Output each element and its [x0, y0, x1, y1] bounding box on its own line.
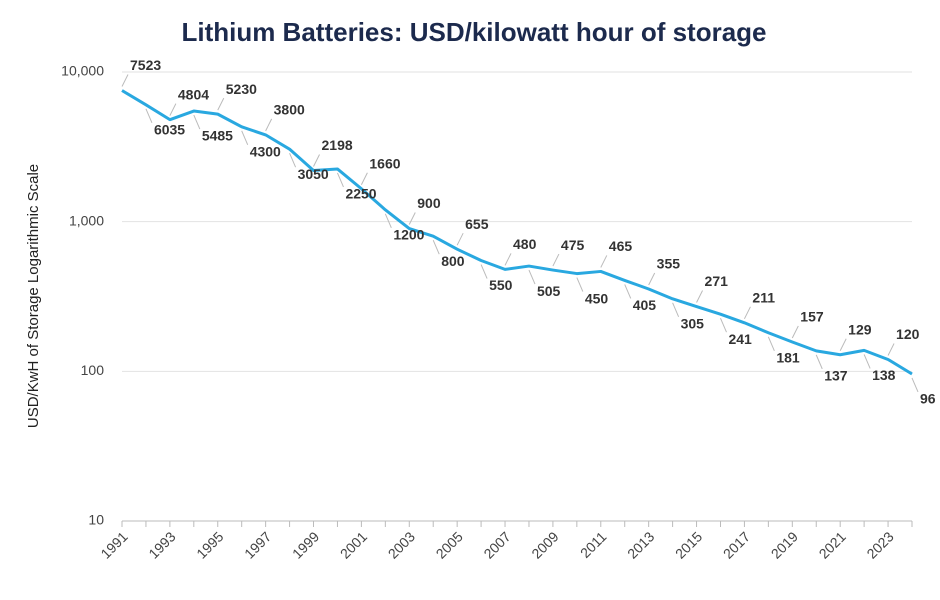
data-label: 505	[537, 283, 561, 299]
data-label: 3800	[274, 102, 305, 118]
x-tick-label: 2023	[863, 528, 896, 561]
y-tick-label: 10,000	[61, 63, 104, 79]
leader-line	[696, 290, 703, 303]
x-tick-label: 2019	[768, 528, 801, 561]
x-tick-label: 1995	[193, 528, 226, 561]
leader-line	[480, 264, 488, 279]
data-label: 550	[489, 277, 513, 293]
x-tick-label: 2005	[433, 528, 466, 561]
x-tick-label: 2017	[720, 528, 753, 561]
leader-line	[265, 118, 273, 132]
data-label: 450	[585, 290, 609, 306]
data-label: 2250	[345, 186, 376, 202]
leader-line	[193, 114, 201, 130]
leader-line	[576, 277, 584, 292]
data-label: 1200	[393, 227, 424, 243]
x-tick-label: 2001	[337, 528, 370, 561]
data-label: 138	[872, 367, 896, 383]
chart-title: Lithium Batteries: USD/kilowatt hour of …	[181, 17, 766, 47]
leader-line	[767, 336, 775, 351]
data-label: 355	[657, 256, 681, 272]
data-label: 5485	[202, 128, 233, 144]
x-tick-label: 1999	[289, 528, 322, 561]
leader-line	[672, 302, 680, 318]
leader-line	[217, 97, 225, 111]
data-label: 5230	[226, 81, 257, 97]
data-label: 1660	[369, 155, 400, 171]
data-label: 465	[609, 238, 633, 254]
x-tick-label: 2009	[528, 528, 561, 561]
data-label: 7523	[130, 57, 161, 73]
x-tick-label: 2021	[816, 528, 849, 561]
data-label: 4300	[250, 144, 281, 160]
data-label: 129	[848, 321, 872, 337]
leader-line	[648, 272, 656, 286]
data-label: 900	[417, 195, 441, 211]
data-label: 96	[920, 391, 936, 407]
x-tick-label: 2003	[385, 528, 418, 561]
y-axis-label: USD/KwH of Storage Logarithmic Scale	[25, 164, 42, 428]
leader-line	[145, 108, 153, 124]
data-label: 655	[465, 216, 489, 232]
y-tick-label: 10	[88, 512, 104, 528]
leader-line	[863, 354, 871, 369]
leader-line	[432, 239, 440, 255]
leader-line	[336, 172, 344, 188]
x-tick-label: 1997	[241, 528, 274, 561]
data-label: 157	[800, 309, 824, 325]
leader-line	[624, 284, 632, 299]
x-tick-label: 2015	[672, 528, 705, 561]
data-label: 241	[728, 331, 752, 347]
data-label: 120	[896, 326, 920, 342]
data-label: 3050	[298, 166, 329, 182]
leader-line	[743, 306, 751, 320]
data-label: 475	[561, 237, 585, 253]
leader-line	[600, 255, 608, 268]
y-tick-label: 1,000	[69, 212, 104, 228]
leader-line	[552, 253, 560, 267]
data-label: 271	[705, 273, 729, 289]
data-label: 181	[776, 349, 800, 365]
leader-line	[528, 269, 536, 285]
data-label: 800	[441, 253, 465, 269]
leader-line	[313, 154, 320, 167]
leader-line	[791, 325, 799, 339]
data-label: 137	[824, 368, 848, 384]
data-label: 2198	[322, 137, 353, 153]
data-label: 4804	[178, 86, 209, 102]
leader-line	[360, 172, 368, 185]
data-label: 480	[513, 236, 537, 252]
leader-line	[289, 152, 297, 168]
x-tick-label: 2007	[480, 528, 513, 561]
y-tick-label: 100	[81, 362, 105, 378]
leader-line	[839, 338, 847, 352]
leader-line	[384, 213, 392, 229]
leader-line	[169, 103, 177, 116]
leader-line	[504, 253, 512, 266]
leader-line	[720, 317, 727, 333]
data-label: 405	[633, 297, 657, 313]
x-tick-label: 1993	[145, 528, 178, 561]
leader-line	[815, 354, 823, 370]
leader-line	[241, 130, 249, 146]
x-tick-label: 1991	[97, 528, 130, 561]
leader-line	[911, 377, 919, 393]
leader-line	[121, 74, 129, 87]
line	[121, 89, 913, 376]
data-label: 305	[681, 316, 705, 332]
leader-line	[887, 343, 895, 356]
data-label: 6035	[154, 122, 185, 138]
data-label: 211	[752, 290, 775, 306]
leader-line	[456, 232, 464, 246]
x-tick-label: 2011	[577, 528, 610, 561]
leader-line	[408, 212, 416, 225]
x-tick-label: 2013	[624, 528, 657, 561]
